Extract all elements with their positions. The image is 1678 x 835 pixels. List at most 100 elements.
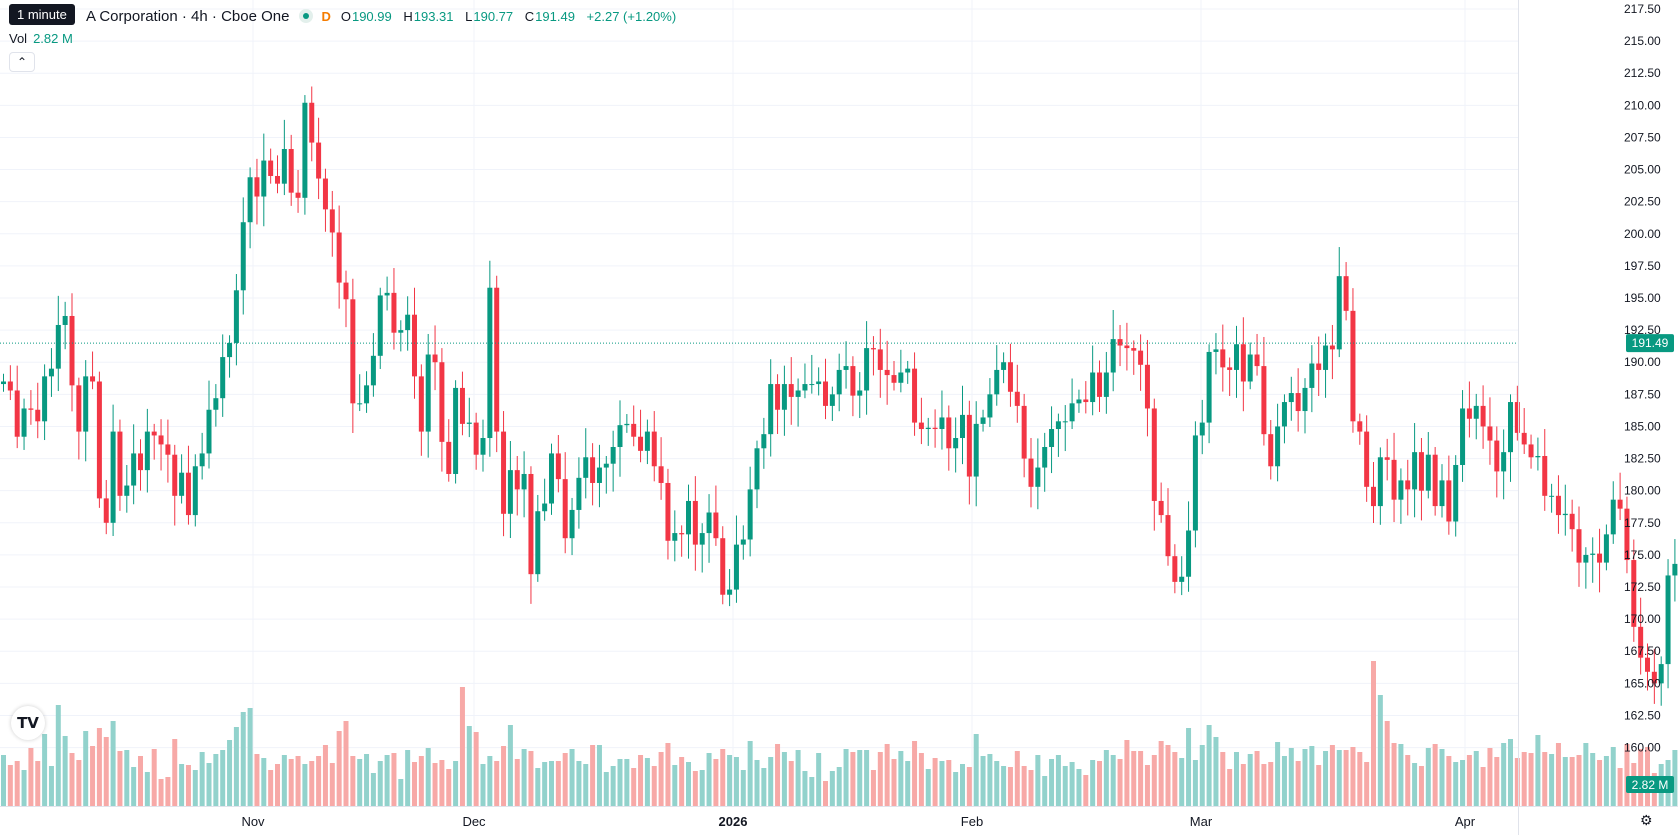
candle-body xyxy=(233,290,239,343)
candle-body xyxy=(117,431,123,496)
volume-bar xyxy=(350,756,356,806)
volume-bar xyxy=(35,761,41,806)
volume-bar xyxy=(329,763,335,806)
candle-body xyxy=(329,209,335,233)
volume-bar xyxy=(727,755,733,806)
candle-body xyxy=(870,348,876,350)
candle-body xyxy=(480,438,486,455)
candle-body xyxy=(473,422,479,455)
candle-body xyxy=(994,369,1000,395)
volume-bar xyxy=(158,779,164,806)
price-tick-label: 212.50 xyxy=(1624,66,1661,80)
volume-bar xyxy=(980,756,986,806)
price-tick-label: 192.50 xyxy=(1624,323,1661,337)
volume-bar xyxy=(398,779,404,806)
price-tick-label: 197.50 xyxy=(1624,259,1661,273)
volume-bar xyxy=(1555,743,1561,806)
candle-body xyxy=(1165,515,1171,557)
candle-body xyxy=(1480,405,1486,427)
volume-bar xyxy=(1220,752,1226,806)
candle-body xyxy=(96,381,102,499)
candle-body xyxy=(275,175,280,184)
candle-body xyxy=(1665,575,1671,665)
candle-body xyxy=(638,436,644,451)
volume-bar xyxy=(1487,748,1493,806)
volume-bar xyxy=(144,772,150,806)
candle-body xyxy=(1343,276,1349,311)
volume-bar xyxy=(1549,754,1555,806)
gear-icon[interactable]: ⚙ xyxy=(1640,812,1653,828)
candle-body xyxy=(542,503,548,512)
volume-bar xyxy=(185,765,191,806)
candle-body xyxy=(549,453,554,504)
candle-body xyxy=(1199,422,1205,436)
candle-body xyxy=(1069,403,1075,422)
candle-body xyxy=(1151,408,1157,501)
price-axis[interactable]: 217.50 215.00 212.50 210.00 207.50 205.00 202.… xyxy=(1518,0,1662,835)
candle-body xyxy=(412,314,417,377)
volume-bar xyxy=(960,764,965,806)
candle-body xyxy=(1076,399,1082,404)
volume-bar xyxy=(596,745,602,806)
volume-bar xyxy=(1007,767,1013,806)
time-axis[interactable]: Nov Dec 2026 Feb Mar Apr xyxy=(0,806,1678,830)
volume-bar xyxy=(1240,764,1246,806)
candle-body xyxy=(1638,626,1644,658)
symbol-title[interactable]: A Corporation · 4h · Cboe One xyxy=(86,7,290,25)
volume-bar xyxy=(1199,745,1205,806)
candle-body xyxy=(1624,508,1630,561)
volume-bar xyxy=(521,749,527,806)
price-tick-label: 160.00 xyxy=(1624,741,1661,755)
volume-bar xyxy=(288,759,294,806)
candle-body xyxy=(199,453,205,467)
candle-body xyxy=(1131,348,1137,351)
volume-legend[interactable]: Vol 2.82 M xyxy=(9,31,73,46)
candle-body xyxy=(1555,495,1561,516)
volume-bar xyxy=(912,741,918,806)
last-volume-label: 2.82 M xyxy=(1632,778,1669,792)
candle-body xyxy=(1398,480,1404,500)
candle-body xyxy=(823,381,828,406)
candle-body xyxy=(1192,435,1198,531)
candle-body xyxy=(624,423,630,426)
volume-bar xyxy=(809,777,815,806)
candle-body xyxy=(1316,363,1322,370)
interval-tooltip: 1 minute xyxy=(9,4,75,25)
candle-body xyxy=(953,438,959,449)
candle-body xyxy=(1295,393,1301,412)
collapse-legend-button[interactable]: ⌃ xyxy=(9,52,35,72)
candle-body xyxy=(220,357,226,399)
volume-bar xyxy=(898,751,904,806)
chevron-up-icon: ⌃ xyxy=(16,55,28,69)
candle-body xyxy=(1329,345,1335,350)
market-status-icon[interactable] xyxy=(299,9,314,23)
candle-body xyxy=(720,538,726,595)
time-tick-label: 2026 xyxy=(719,814,748,829)
tradingview-logo-icon[interactable]: TV xyxy=(11,706,45,740)
candle-body xyxy=(816,381,822,385)
data-flag-label[interactable]: D xyxy=(321,8,331,24)
candle-body xyxy=(446,441,452,474)
candle-body xyxy=(535,511,541,575)
candle-body xyxy=(960,414,965,439)
volume-bar xyxy=(1323,751,1329,806)
price-tick-label: 170.00 xyxy=(1624,612,1661,626)
volume-bar xyxy=(905,761,911,806)
volume-bar xyxy=(487,756,493,806)
volume-bar xyxy=(213,754,219,806)
volume-bar xyxy=(1391,743,1397,806)
volume-bar xyxy=(1158,741,1164,806)
candle-body xyxy=(699,533,705,545)
candle-body xyxy=(288,149,294,193)
candle-body xyxy=(740,539,746,545)
price-tick-label: 215.00 xyxy=(1624,34,1661,48)
volume-bar xyxy=(1384,721,1390,806)
candle-body xyxy=(1172,556,1178,582)
volume-bar xyxy=(165,777,171,806)
volume-bar xyxy=(1001,766,1007,806)
volume-bar xyxy=(1350,747,1356,806)
volume-bar xyxy=(706,753,712,806)
volume-bar xyxy=(740,770,746,806)
candle-body xyxy=(1384,457,1390,460)
